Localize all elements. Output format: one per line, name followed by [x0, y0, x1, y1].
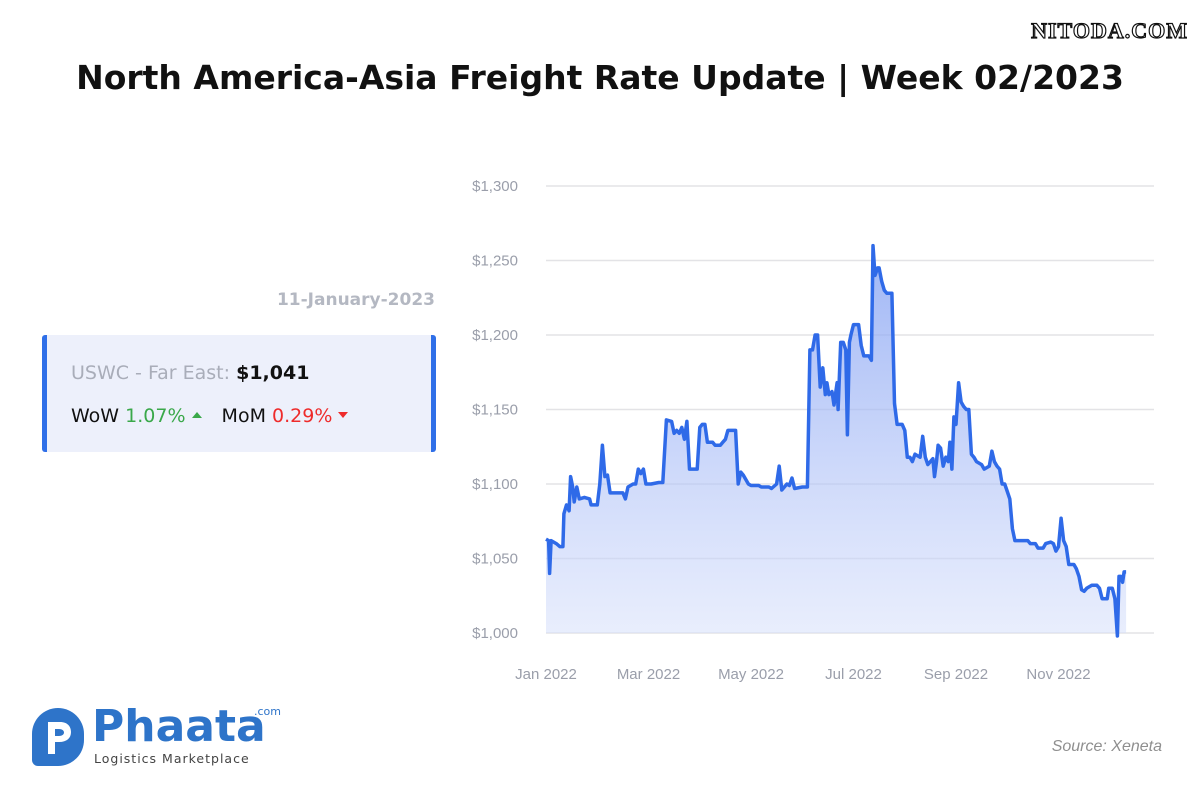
x-tick-label-3: Jul 2022: [825, 666, 882, 683]
wow-value: 1.07%: [125, 405, 186, 427]
logo-badge-icon: [32, 708, 84, 766]
x-tick-label-1: Mar 2022: [617, 666, 680, 683]
x-tick-label-4: Sep 2022: [924, 666, 988, 683]
wow-label: WoW: [71, 405, 120, 427]
change-line: WoW 1.07% MoM 0.29%: [71, 405, 349, 427]
y-tick-label-0: $1,000: [472, 625, 518, 642]
y-tick-label-4: $1,200: [472, 327, 518, 344]
y-tick-label-1: $1,050: [472, 551, 518, 568]
series-area-fill: [546, 245, 1127, 636]
y-tick-label-2: $1,100: [472, 476, 518, 493]
mom-value: 0.29%: [272, 405, 333, 427]
x-tick-label-5: Nov 2022: [1026, 666, 1090, 683]
x-tick-label-2: May 2022: [718, 666, 784, 683]
x-tick-label-0: Jan 2022: [515, 666, 577, 683]
source-note: Source: Xeneta: [1051, 738, 1162, 755]
logo-tagline: Logistics Marketplace: [94, 751, 250, 766]
y-tick-label-3: $1,150: [472, 402, 518, 419]
logo-com: .com: [254, 705, 281, 718]
freight-rate-chart: $1,000 $1,050 $1,100 $1,150 $1,200 $1,250 $1,3…: [472, 178, 1154, 683]
label-layer: $1,000 $1,050 $1,100 $1,150 $1,200 $1,250 $1,3…: [472, 178, 1091, 683]
date-label: 11-January-2023: [276, 290, 435, 310]
page-title: North America-Asia Freight Rate Update |…: [76, 58, 1124, 97]
rate-card: USWC - Far East: $1,041 WoW 1.07% MoM 0.…: [42, 335, 436, 452]
arrow-up-icon: [191, 411, 202, 418]
mom-label: MoM: [221, 405, 266, 427]
phaata-logo: Phaata .com Logistics Marketplace: [32, 701, 292, 767]
route-line: USWC - Far East: $1,041: [71, 362, 309, 384]
route-label: USWC - Far East:: [71, 362, 231, 384]
y-tick-label-5: $1,250: [472, 253, 518, 270]
route-value: $1,041: [236, 362, 310, 384]
area-layer: [545, 243, 1127, 638]
y-tick-label-6: $1,300: [472, 178, 518, 195]
logo-word: Phaata: [92, 701, 266, 752]
watermark: NITODA.COM: [1031, 17, 1188, 43]
arrow-down-icon: [338, 412, 349, 418]
series-line: [545, 243, 1127, 638]
